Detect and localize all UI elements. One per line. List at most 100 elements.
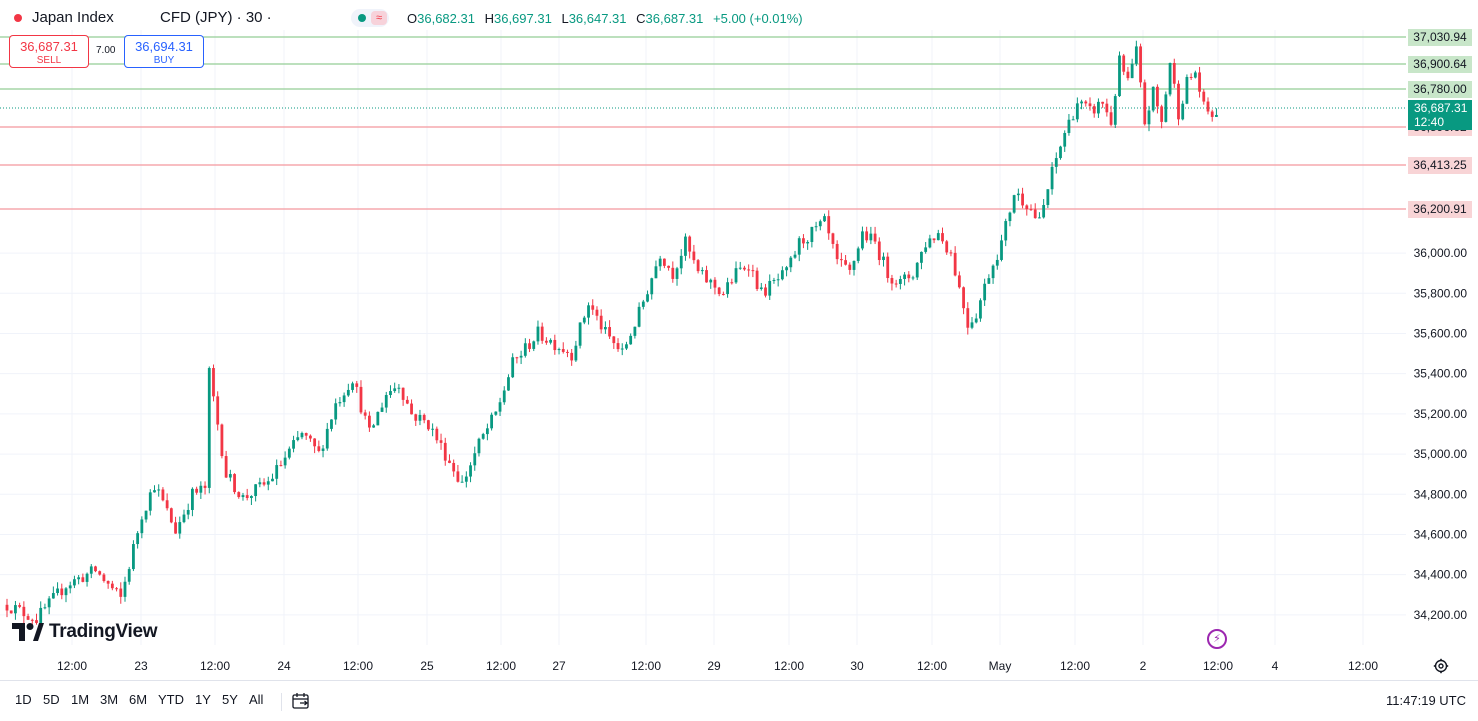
market-status[interactable]: ≈	[351, 9, 389, 27]
sell-label: SELL	[36, 55, 62, 66]
x-tick-label: 12:00	[57, 659, 87, 673]
candle-body	[410, 403, 413, 415]
y-tick-label: 36,000.00	[1414, 246, 1468, 260]
utc-clock[interactable]: 11:47:19 UTC	[1386, 693, 1466, 708]
timeframe-button-6m[interactable]: 6M	[129, 692, 148, 707]
candle-body	[511, 357, 515, 378]
x-tick-label: 12:00	[1348, 659, 1378, 673]
candle-body	[178, 522, 182, 534]
candle-body	[191, 488, 194, 510]
candle-body	[730, 282, 734, 284]
candle-body	[313, 438, 317, 447]
candle-body	[789, 257, 793, 268]
candle-body	[224, 456, 228, 478]
candle-body	[587, 305, 590, 318]
candle-body	[768, 280, 772, 296]
y-tick-label: 35,800.00	[1414, 286, 1468, 300]
candle-body	[241, 495, 245, 498]
candle-body	[835, 243, 839, 260]
candle-body	[595, 309, 599, 316]
candle-body	[1126, 71, 1130, 79]
timeframe-button-3m[interactable]: 3M	[100, 692, 119, 707]
candle-body	[979, 300, 982, 319]
candle-body	[793, 254, 797, 258]
candle-body	[216, 396, 220, 425]
candle-body	[212, 368, 215, 397]
timeframe-button-1y[interactable]: 1Y	[195, 692, 211, 707]
bottom-toolbar: 1D 5D 1M 3M 6M YTD 1Y 5Y All 11:47:19 UTC	[0, 680, 1478, 721]
candle-body	[414, 414, 418, 421]
candle-body	[1168, 62, 1172, 95]
high-value: 36,697.31	[493, 11, 552, 26]
x-tick-label: 12:00	[917, 659, 947, 673]
candle-body	[271, 478, 274, 482]
sell-button[interactable]: 36,687.31 SELL	[9, 35, 89, 68]
candle-body	[363, 412, 367, 416]
close-label: C	[636, 11, 646, 26]
candle-body	[368, 415, 371, 428]
x-tick-label: 12:00	[1203, 659, 1233, 673]
candle-body	[119, 588, 123, 597]
candle-body	[1038, 217, 1041, 219]
low-value: 36,647.31	[568, 11, 627, 26]
timeframe-button-5y[interactable]: 5Y	[222, 692, 238, 707]
candle-body	[304, 433, 308, 436]
candle-body	[1021, 193, 1024, 206]
candle-body	[1063, 132, 1067, 147]
gear-icon[interactable]	[1433, 658, 1449, 674]
symbol-name[interactable]: Japan Index	[32, 9, 114, 26]
candle-body	[713, 279, 717, 288]
candle-body	[549, 339, 553, 343]
candle-body	[258, 482, 262, 485]
timeframe-button-1d[interactable]: 1D	[15, 692, 32, 707]
candle-body	[540, 326, 544, 341]
candle-body	[970, 322, 974, 328]
candle-body	[9, 610, 13, 614]
candle-body	[456, 471, 460, 482]
candle-body	[865, 231, 869, 241]
candle-body	[1151, 86, 1155, 111]
candle-body	[401, 387, 405, 400]
y-tick-label: 35,200.00	[1414, 407, 1468, 421]
close-value: 36,687.31	[645, 11, 704, 26]
candle-body	[995, 259, 999, 266]
candle-body	[591, 305, 595, 310]
level-tag: 37,030.94	[1408, 29, 1472, 46]
calendar-range-icon[interactable]	[291, 691, 311, 711]
candle-body	[625, 344, 628, 349]
candle-body	[734, 268, 738, 283]
candle-body	[1067, 119, 1071, 133]
buy-label: BUY	[153, 55, 175, 66]
candle-body	[502, 390, 506, 403]
tradingview-logo[interactable]: TradingView	[12, 620, 158, 644]
timeframe-button-ytd[interactable]: YTD	[158, 692, 184, 707]
candle-body	[47, 598, 51, 608]
candle-body	[1206, 101, 1210, 112]
candle-body	[148, 492, 152, 511]
candle-body	[342, 395, 346, 403]
candle-body	[73, 579, 76, 586]
timeframe-button-5d[interactable]: 5D	[43, 692, 60, 707]
timeframe-button-1m[interactable]: 1M	[71, 692, 90, 707]
candle-body	[633, 326, 637, 336]
candle-body	[1164, 94, 1168, 122]
candle-body	[802, 238, 805, 244]
candle-body	[498, 402, 502, 412]
candle-body	[199, 485, 203, 493]
candle-body	[1147, 110, 1151, 125]
chart-header: Japan Index CFD (JPY) · 30 · ≈ O36,682.3…	[0, 0, 1400, 36]
candle-body	[911, 277, 915, 279]
buy-button[interactable]: 36,694.31 BUY	[124, 35, 204, 68]
candle-body	[662, 258, 666, 266]
candle-body	[637, 306, 641, 327]
candle-body	[157, 489, 161, 491]
lightning-icon[interactable]: ⚡	[1207, 629, 1227, 649]
candle-body	[262, 482, 266, 485]
candle-body	[1210, 111, 1214, 117]
timeframe-button-all[interactable]: All	[249, 692, 264, 707]
candle-body	[882, 256, 885, 261]
candle-body	[532, 341, 536, 349]
wave-icon: ≈	[371, 11, 387, 25]
spread-value: 7.00	[96, 45, 116, 56]
